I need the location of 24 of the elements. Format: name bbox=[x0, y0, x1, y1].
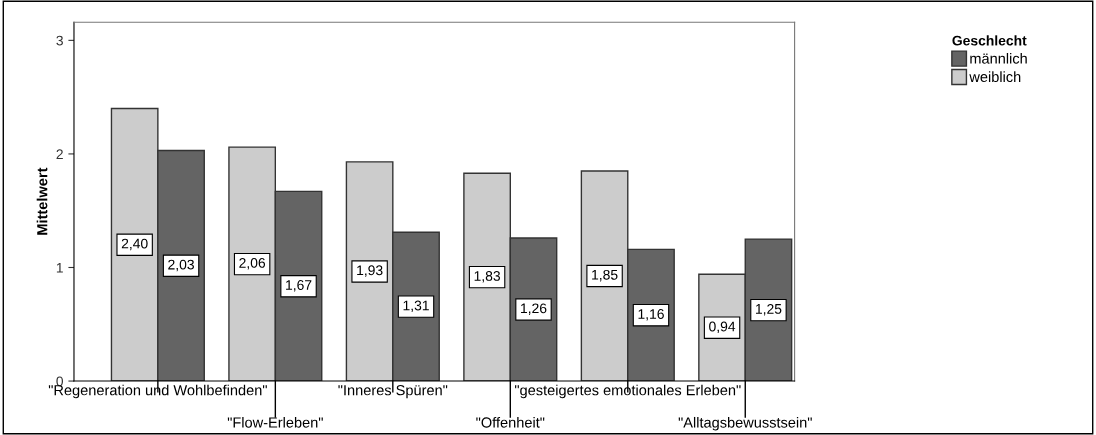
data-label: 1,16 bbox=[638, 309, 664, 321]
data-label: 1,31 bbox=[403, 300, 429, 313]
data-label: 1,85 bbox=[592, 269, 618, 282]
legend-label: weiblich bbox=[969, 71, 1021, 83]
data-label: 2,40 bbox=[121, 238, 148, 251]
x-tick-label: "gesteigertes emotionales Erleben" bbox=[515, 384, 741, 399]
y-axis-title: Mittelwert bbox=[36, 167, 48, 235]
data-label: 1,93 bbox=[357, 265, 383, 277]
legend-label: männlich bbox=[970, 53, 1027, 64]
data-label: 1,26 bbox=[521, 303, 547, 315]
data-label: 2,03 bbox=[168, 259, 194, 272]
y-tick-label: 3 bbox=[56, 35, 63, 46]
x-tick-label: "Flow-Erleben" bbox=[227, 416, 323, 428]
data-label: 1,83 bbox=[474, 271, 500, 283]
y-tick-label: 1 bbox=[56, 262, 63, 273]
x-tick-label: "Alltagsbewusstsein" bbox=[678, 416, 812, 431]
x-tick-label: "Offenheit" bbox=[476, 416, 545, 428]
legend-title: Geschlecht bbox=[952, 35, 1027, 46]
data-label: 2,06 bbox=[239, 257, 266, 270]
x-tick-label: "Inneres Spüren" bbox=[338, 385, 448, 399]
y-tick-label: 2 bbox=[56, 149, 63, 159]
data-label: 0,94 bbox=[709, 321, 736, 334]
data-label: 1,67 bbox=[286, 280, 312, 292]
data-label: 1,25 bbox=[756, 303, 782, 316]
